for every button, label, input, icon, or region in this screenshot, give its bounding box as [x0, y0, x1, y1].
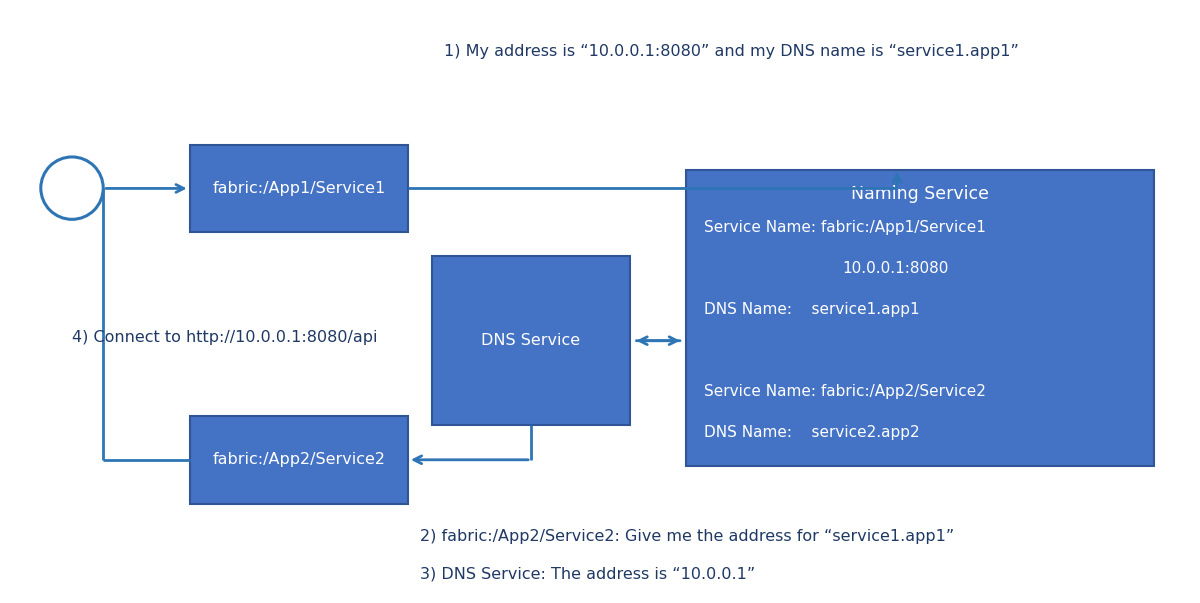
Text: Service Name: fabric:/App2/Service2: Service Name: fabric:/App2/Service2 [704, 384, 986, 399]
Text: DNS Name:    service2.app2: DNS Name: service2.app2 [704, 425, 920, 440]
Text: 10.0.0.1:8080: 10.0.0.1:8080 [842, 261, 949, 276]
Text: 2) fabric:/App2/Service2: Give me the address for “service1.app1”: 2) fabric:/App2/Service2: Give me the ad… [420, 529, 954, 544]
FancyBboxPatch shape [190, 145, 408, 232]
FancyBboxPatch shape [686, 170, 1154, 466]
Text: 4) Connect to http://10.0.0.1:8080/api: 4) Connect to http://10.0.0.1:8080/api [72, 330, 378, 345]
Text: Naming Service: Naming Service [851, 185, 989, 203]
FancyBboxPatch shape [432, 256, 630, 425]
FancyBboxPatch shape [190, 416, 408, 504]
Text: 3) DNS Service: The address is “10.0.0.1”: 3) DNS Service: The address is “10.0.0.1… [420, 567, 755, 581]
Text: fabric:/App2/Service2: fabric:/App2/Service2 [212, 452, 385, 467]
Text: DNS Service: DNS Service [481, 333, 581, 348]
Text: fabric:/App1/Service1: fabric:/App1/Service1 [212, 181, 385, 196]
Text: Service Name: fabric:/App1/Service1: Service Name: fabric:/App1/Service1 [704, 220, 986, 235]
Text: DNS Name:    service1.app1: DNS Name: service1.app1 [704, 302, 920, 317]
Text: 1) My address is “10.0.0.1:8080” and my DNS name is “service1.app1”: 1) My address is “10.0.0.1:8080” and my … [444, 44, 1019, 58]
